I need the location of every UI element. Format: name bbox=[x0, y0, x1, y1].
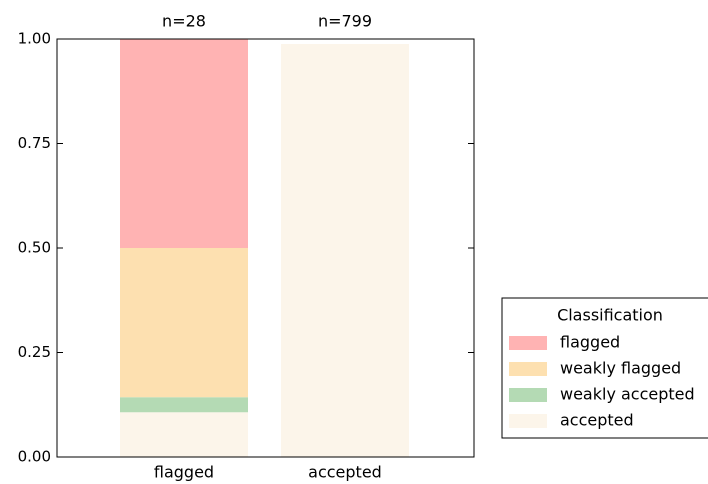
x-tick-label: flagged bbox=[154, 463, 214, 482]
legend-swatch bbox=[509, 414, 547, 428]
bar-segment bbox=[120, 248, 248, 398]
y-tick-label: 0.50 bbox=[18, 239, 51, 257]
axes-frame bbox=[56, 38, 475, 458]
x-tick-label: accepted bbox=[308, 463, 382, 482]
bar-segment bbox=[120, 39, 248, 248]
bar-segment bbox=[120, 397, 248, 413]
plot-area bbox=[120, 39, 409, 458]
legend-label: accepted bbox=[560, 411, 634, 430]
y-tick-label: 0.00 bbox=[18, 448, 51, 466]
legend-swatch bbox=[509, 336, 547, 350]
legend-title: Classification bbox=[557, 306, 663, 325]
y-tick-label: 0.25 bbox=[18, 343, 51, 361]
legend-swatch bbox=[509, 388, 547, 402]
annotation: n=799 bbox=[318, 12, 372, 31]
bar-segment bbox=[281, 44, 409, 458]
y-tick-label: 0.75 bbox=[18, 134, 51, 152]
legend-label: weakly flagged bbox=[560, 359, 681, 378]
bar-segment bbox=[120, 412, 248, 457]
legend-label: weakly accepted bbox=[560, 385, 695, 404]
annotation: n=28 bbox=[162, 12, 206, 31]
legend-label: flagged bbox=[560, 333, 620, 352]
legend-swatch bbox=[509, 362, 547, 376]
y-tick-label: 1.00 bbox=[18, 30, 51, 48]
